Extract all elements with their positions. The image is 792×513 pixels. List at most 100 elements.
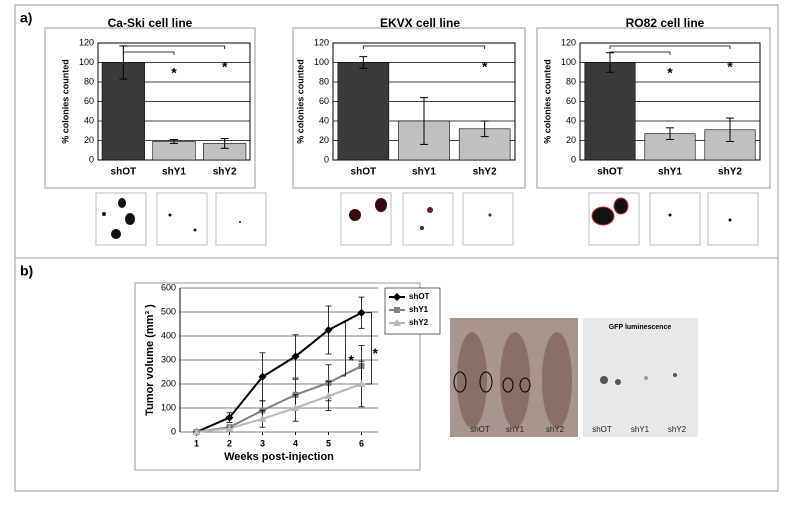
y-tick-label: 60 xyxy=(566,96,576,106)
x-tick-label: shY2 xyxy=(213,167,237,178)
marker xyxy=(258,414,267,422)
marker xyxy=(357,380,366,387)
series-line xyxy=(196,383,362,433)
x-tick-label: 6 xyxy=(359,438,364,448)
y-tick-label: 60 xyxy=(319,96,329,106)
y-tick-label: 120 xyxy=(561,37,576,47)
marker xyxy=(291,352,300,361)
significance-star: * xyxy=(667,65,673,81)
x-tick-label: 3 xyxy=(260,438,265,448)
significance-star: * xyxy=(373,345,379,361)
panel-label: b) xyxy=(20,263,33,279)
marker xyxy=(324,392,333,399)
significance-bracket xyxy=(609,45,731,49)
y-tick-label: 100 xyxy=(561,57,576,67)
x-tick-label: shY1 xyxy=(658,167,682,178)
x-tick-label: shY2 xyxy=(473,167,497,178)
chart-title: RO82 cell line xyxy=(626,16,705,30)
y-tick-label: 100 xyxy=(161,402,176,412)
y-tick-label: 500 xyxy=(161,306,176,316)
significance-bracket xyxy=(122,51,175,55)
x-tick-label: 1 xyxy=(194,438,199,448)
x-tick-label: shY1 xyxy=(162,167,186,178)
significance-bracket xyxy=(362,45,486,49)
marker xyxy=(192,428,201,435)
marker xyxy=(324,326,333,334)
x-tick-label: 4 xyxy=(293,438,298,448)
significance-star: * xyxy=(222,59,228,75)
y-axis-label: % colonies counted xyxy=(295,59,305,144)
chart-frame xyxy=(44,27,256,189)
significance-star: * xyxy=(171,65,177,81)
legend-label: shOT xyxy=(409,292,430,301)
photo-label: shY2 xyxy=(668,425,687,434)
y-tick-label: 20 xyxy=(566,135,576,145)
x-tick-label: 2 xyxy=(227,438,232,448)
y-tick-label: 20 xyxy=(84,135,94,145)
colonies xyxy=(102,197,732,239)
x-tick-label: shOT xyxy=(597,167,623,178)
gfp-photo xyxy=(583,318,698,437)
y-tick-label: 0 xyxy=(89,154,94,164)
y-tick-label: 40 xyxy=(319,115,329,125)
x-axis-label: Weeks post-injection xyxy=(224,451,334,463)
marker xyxy=(291,404,300,411)
photo-label: shY1 xyxy=(631,425,650,434)
gfp-spots xyxy=(600,373,677,385)
significance-bracket xyxy=(609,51,671,55)
y-tick-label: 80 xyxy=(84,76,94,86)
bar xyxy=(584,62,636,161)
x-tick-label: 5 xyxy=(326,438,331,448)
panel-label: a) xyxy=(20,10,32,26)
series-line xyxy=(196,311,362,433)
legend-label: shY1 xyxy=(409,305,429,314)
y-tick-label: 0 xyxy=(324,154,329,164)
y-tick-label: 200 xyxy=(161,378,176,388)
chart-frame xyxy=(134,282,421,471)
y-tick-label: 80 xyxy=(319,76,329,86)
y-tick-label: 40 xyxy=(84,115,94,125)
y-axis-label: % colonies counted xyxy=(542,59,552,144)
marker xyxy=(225,424,234,432)
y-tick-label: 600 xyxy=(161,282,176,292)
legend-label: shY2 xyxy=(409,318,429,327)
y-axis-label: Tumor volume (mm³ ) xyxy=(144,304,156,416)
marker xyxy=(393,319,401,326)
significance-bracket xyxy=(122,45,226,49)
significance-star: * xyxy=(727,59,733,75)
x-tick-label: shY1 xyxy=(412,167,436,178)
panel-b-frame xyxy=(14,257,779,492)
significance-bracket xyxy=(341,322,346,377)
y-tick-label: 300 xyxy=(161,354,176,364)
y-tick-label: 0 xyxy=(171,426,176,436)
y-axis-label: % colonies counted xyxy=(60,59,70,144)
photo-label: shY1 xyxy=(506,425,525,434)
y-tick-label: 120 xyxy=(79,37,94,47)
x-tick-label: shOT xyxy=(111,167,137,178)
significance-star: * xyxy=(349,352,355,368)
y-tick-label: 100 xyxy=(79,57,94,67)
chart-title: EKVX cell line xyxy=(380,16,460,30)
chart-title: Ca-Ski cell line xyxy=(108,16,193,30)
marker xyxy=(394,307,400,313)
y-tick-label: 0 xyxy=(571,154,576,164)
chart-frame xyxy=(292,27,526,189)
photo-label: shY2 xyxy=(546,425,565,434)
marker xyxy=(357,308,366,317)
y-tick-label: 20 xyxy=(319,135,329,145)
significance-bracket xyxy=(365,312,372,385)
marker xyxy=(225,413,234,422)
photo-label: shOT xyxy=(470,425,490,434)
bar xyxy=(337,62,390,161)
mice xyxy=(457,332,572,428)
x-tick-label: shY2 xyxy=(718,167,742,178)
tumor-circles xyxy=(453,371,531,393)
chart-frame xyxy=(536,27,771,189)
y-tick-label: 400 xyxy=(161,330,176,340)
marker xyxy=(258,372,267,381)
marker xyxy=(393,293,401,301)
photo-label: shOT xyxy=(592,425,612,434)
gfp-title: GFP luminescence xyxy=(609,324,672,331)
significance-star: * xyxy=(482,59,488,75)
